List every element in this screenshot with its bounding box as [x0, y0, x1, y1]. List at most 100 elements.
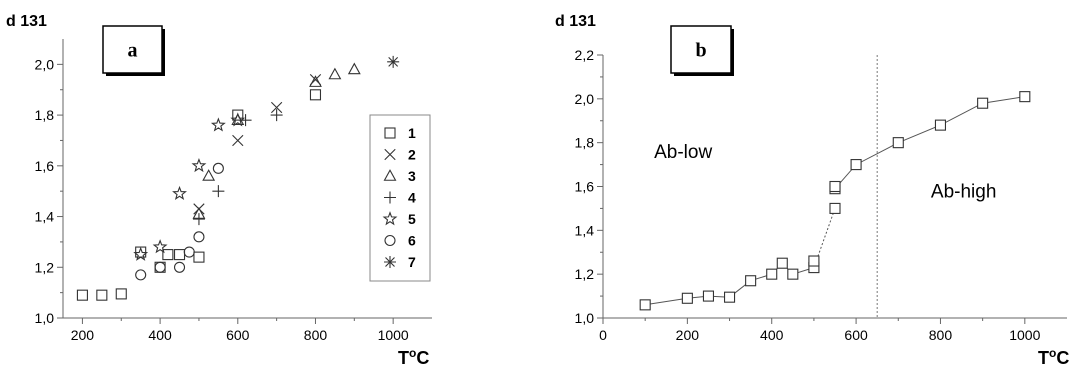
data-point — [934, 119, 947, 131]
y-tick-label: 2,2 — [575, 47, 595, 63]
data-point-series-6 — [212, 162, 224, 174]
region-label-1: Ab-high — [931, 181, 997, 202]
data-point — [829, 202, 841, 214]
data-point — [850, 159, 862, 171]
x-axis-label-degree: o — [409, 346, 416, 360]
legend-box — [369, 114, 431, 282]
legend-marker-5 — [382, 211, 398, 226]
legend-marker-7 — [384, 256, 396, 268]
data-point-series-3 — [231, 113, 245, 125]
x-axis-label: ToC — [1038, 346, 1069, 368]
data-point-series-1 — [173, 249, 186, 261]
y-tick-label: 1,0 — [35, 310, 55, 326]
y-axis-label: d 131 — [6, 13, 47, 30]
x-tick-label: 600 — [844, 327, 868, 343]
data-point-series-3 — [309, 75, 322, 87]
x-tick-label: 0 — [599, 327, 607, 343]
data-point-series-6 — [135, 269, 147, 281]
data-point-series-3 — [202, 169, 216, 181]
data-point-series-5 — [172, 185, 187, 201]
data-point — [702, 290, 715, 302]
panel-label-box — [670, 25, 732, 74]
data-point — [829, 180, 841, 193]
data-point-series-5 — [210, 117, 226, 132]
y-tick-label: 1,2 — [575, 266, 595, 282]
data-point-series-2 — [232, 134, 244, 147]
x-tick-label: 200 — [676, 327, 700, 343]
y-tick-label: 1,8 — [35, 107, 55, 123]
y-tick-label: 1,6 — [575, 179, 595, 195]
x-axis-label-t: T — [1038, 348, 1049, 368]
y-tick-label: 1,4 — [35, 209, 55, 225]
y-tick-label: 1,6 — [35, 158, 55, 174]
x-tick-label: 800 — [929, 327, 953, 343]
legend-label-2: 2 — [408, 147, 416, 163]
legend-label-5: 5 — [408, 211, 416, 227]
data-point-series-1 — [162, 249, 174, 261]
series-line-dotted — [813, 208, 836, 268]
y-tick-label: 1,4 — [575, 222, 595, 238]
data-point — [681, 292, 693, 304]
x-axis-label-t: T — [398, 348, 409, 368]
data-point-series-6 — [154, 261, 166, 273]
data-point-series-6 — [193, 231, 205, 243]
data-point-series-5 — [191, 158, 207, 173]
x-axis-label-unit: C — [416, 348, 429, 368]
x-tick-label: 1000 — [1009, 327, 1040, 343]
data-point-series-1 — [115, 288, 127, 300]
legend-label-1: 1 — [408, 125, 416, 141]
data-point — [808, 255, 820, 267]
x-axis-label: ToC — [398, 346, 429, 368]
data-point-series-2 — [270, 101, 283, 114]
data-point — [766, 268, 778, 280]
legend-marker-1 — [384, 127, 396, 139]
x-axis-label-unit: C — [1056, 348, 1069, 368]
data-point-series-3 — [347, 62, 361, 75]
data-point-series-7 — [387, 55, 400, 68]
y-tick-label: 2,0 — [575, 91, 595, 107]
legend-label-7: 7 — [408, 254, 416, 270]
y-axis-label: d 131 — [555, 13, 596, 30]
y-tick-label: 2,0 — [35, 56, 55, 72]
data-point — [723, 291, 736, 303]
panel-label-box — [102, 25, 163, 74]
data-point — [639, 299, 651, 311]
data-point — [776, 257, 788, 269]
data-point — [892, 137, 904, 149]
x-tick-label: 1000 — [378, 327, 409, 343]
data-point — [977, 97, 989, 109]
legend-marker-6 — [384, 234, 396, 247]
legend-marker-4 — [384, 191, 396, 204]
y-tick-label: 1,2 — [35, 259, 55, 275]
data-point-series-6 — [173, 261, 186, 273]
data-point-series-5 — [133, 246, 149, 261]
data-point-series-1 — [232, 109, 244, 121]
data-point-series-4 — [212, 185, 225, 198]
y-tick-label: 1,8 — [575, 135, 595, 151]
panel-label: b — [695, 40, 706, 62]
region-label-0: Ab-low — [654, 142, 712, 163]
data-point-series-1 — [193, 251, 205, 263]
legend-label-3: 3 — [408, 168, 416, 184]
data-point — [1019, 91, 1031, 103]
data-point-series-1 — [96, 289, 108, 301]
chart-panel-a: 200 400 600 800 1000 1,0 1,2 1,4 1,6 1,8 2,0 d 131 T… — [6, 13, 432, 368]
x-tick-label: 400 — [148, 327, 172, 343]
series-line — [834, 96, 1025, 190]
chart-panel-b: 0 200 400 600 800 1000 1,0 1,2 1,4 1,6 1,8 2,0 2,2 d … — [555, 13, 1069, 368]
data-point-series-6 — [183, 246, 195, 258]
x-tick-label: 800 — [304, 327, 328, 343]
x-tick-label: 400 — [760, 327, 784, 343]
panel-label: a — [128, 40, 138, 62]
data-point-series-1 — [76, 289, 88, 301]
data-point — [787, 268, 799, 280]
data-point-series-4 — [270, 109, 283, 122]
data-point — [745, 275, 757, 287]
legend-label-6: 6 — [408, 233, 416, 249]
data-point-series-4 — [192, 213, 205, 226]
x-axis-label-degree: o — [1049, 346, 1056, 360]
data-point-series-1 — [309, 89, 322, 101]
data-point-series-5 — [152, 239, 168, 254]
data-point-series-3 — [328, 67, 342, 80]
